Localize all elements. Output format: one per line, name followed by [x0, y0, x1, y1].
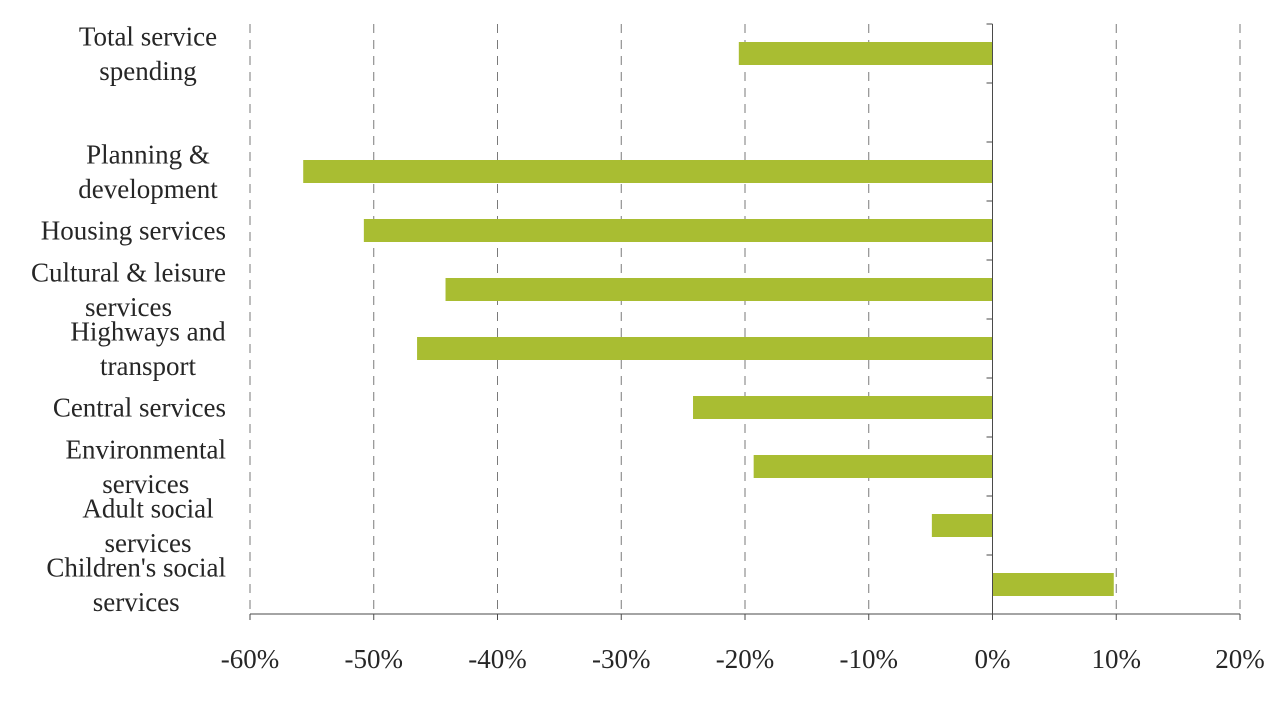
category-label-line: Environmental	[66, 434, 226, 464]
x-tick-label: 0%	[975, 644, 1011, 674]
x-tick-label: 10%	[1092, 644, 1142, 674]
x-tick-label: -20%	[716, 644, 774, 674]
bar	[992, 573, 1114, 596]
category-label-line: services	[93, 587, 180, 617]
bar	[363, 219, 993, 242]
x-tick-label: -30%	[592, 644, 650, 674]
x-tick-label: -60%	[221, 644, 279, 674]
category-label-line: Adult social	[82, 493, 213, 523]
x-tick-label: -10%	[840, 644, 898, 674]
category-label: Housing services	[41, 216, 226, 246]
category-label-line: services	[105, 528, 192, 558]
category-label: Cultural & leisure services	[31, 257, 226, 322]
x-tick-label: -50%	[345, 644, 403, 674]
category-label: Total service spending	[79, 21, 217, 86]
category-label-line: development	[78, 174, 218, 204]
bar	[738, 42, 993, 65]
category-label-line: services	[85, 292, 172, 322]
gridlines	[249, 24, 1241, 614]
category-label-line: Cultural & leisure	[31, 257, 226, 287]
x-tick-label: 20%	[1215, 644, 1265, 674]
category-label-line: Central services	[53, 393, 226, 423]
bar	[417, 337, 993, 360]
labels: -60% -50% -40% -30% -20% -10% 0% 10% 20% Total se…	[31, 21, 1265, 674]
category-label-line: Planning &	[86, 139, 210, 169]
category-label: Children's social services	[46, 552, 226, 617]
bar	[303, 160, 993, 183]
bars	[303, 42, 1114, 596]
category-label-line: services	[102, 469, 189, 499]
category-label: Adult social services	[82, 493, 213, 558]
bar	[931, 514, 993, 537]
category-label: Highways and transport	[70, 316, 226, 381]
bar	[445, 278, 993, 301]
category-label: Central services	[53, 393, 226, 423]
category-label-line: Total service	[79, 21, 217, 51]
category-label-line: Housing services	[41, 216, 226, 246]
category-label: Planning & development	[78, 139, 218, 204]
category-label-line: Children's social	[46, 552, 226, 582]
x-tick-label: -40%	[468, 644, 526, 674]
category-label: Environmental services	[66, 434, 226, 499]
category-label-line: transport	[100, 351, 196, 381]
axes	[249, 23, 1241, 620]
bar	[753, 455, 993, 478]
category-label-line: spending	[99, 56, 197, 86]
category-label-line: Highways and	[70, 316, 226, 346]
bar	[693, 396, 993, 419]
